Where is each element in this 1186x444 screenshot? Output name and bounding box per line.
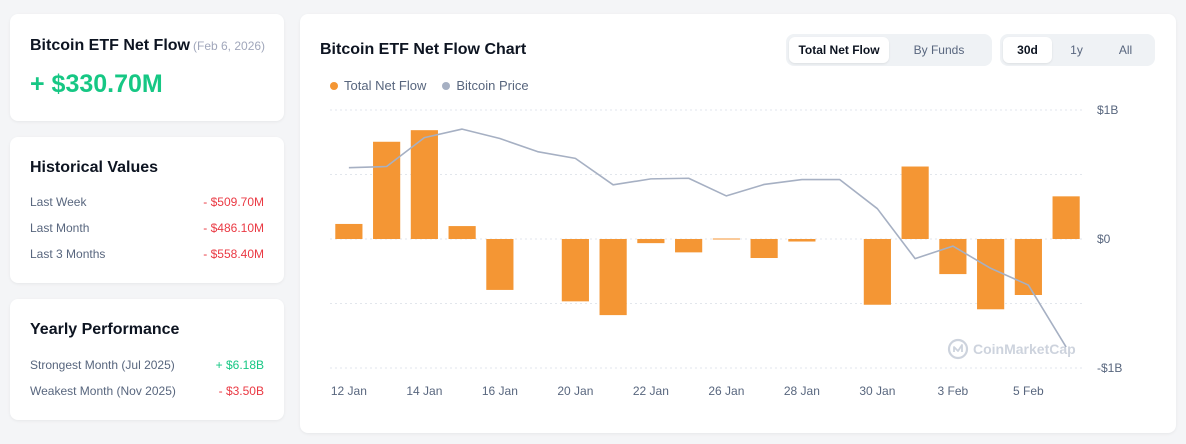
legend-dot-icon xyxy=(442,81,451,90)
x-tick-label: 20 Jan xyxy=(557,384,593,398)
chart-type-toggle: Total Net Flow By Funds xyxy=(786,34,992,66)
net-flow-bar[interactable] xyxy=(712,238,740,240)
tab-by-funds[interactable]: By Funds xyxy=(913,43,965,57)
tab-1y[interactable]: 1y xyxy=(1070,43,1083,57)
historical-values-card: Historical Values Last Week - $509.70M L… xyxy=(10,137,284,283)
historical-row-value: - $486.10M xyxy=(203,221,264,235)
historical-row-label: Last Week xyxy=(30,195,87,209)
chart-gridlines xyxy=(330,109,1085,369)
net-flow-bar[interactable] xyxy=(335,223,363,239)
net-flow-date: (Feb 6, 2026) xyxy=(193,39,266,53)
net-flow-bar[interactable] xyxy=(637,239,665,244)
net-flow-bar[interactable] xyxy=(750,239,778,259)
yearly-row-period: (Nov 2025) xyxy=(116,384,176,398)
net-flow-bar[interactable] xyxy=(901,166,929,239)
yearly-row-value: - $3.50B xyxy=(218,384,264,398)
bitcoin-price-line xyxy=(348,128,1067,348)
net-flow-bar[interactable] xyxy=(561,239,589,302)
net-flow-value: + $330.70M xyxy=(30,70,163,98)
net-flow-bar[interactable] xyxy=(448,226,476,239)
chart-bars xyxy=(335,130,1080,316)
legend-bitcoin-price[interactable]: Bitcoin Price xyxy=(442,78,529,93)
historical-row-value: - $558.40M xyxy=(203,247,264,261)
historical-row-label: Last 3 Months xyxy=(30,247,106,261)
yearly-row: Strongest Month (Jul 2025) + $6.18B xyxy=(30,358,264,372)
yearly-performance-card: Yearly Performance Strongest Month (Jul … xyxy=(10,299,284,420)
x-tick-label: 12 Jan xyxy=(331,384,367,398)
y-tick-label: $0 xyxy=(1097,232,1111,246)
x-axis-labels: 12 Jan 14 Jan 16 Jan 20 Jan 22 Jan 26 Jan 28 J… xyxy=(331,384,1044,398)
tab-all[interactable]: All xyxy=(1118,43,1133,57)
yearly-performance-title: Yearly Performance xyxy=(30,321,180,338)
historical-row-value: - $509.70M xyxy=(203,195,264,209)
net-flow-bar[interactable] xyxy=(1052,196,1080,239)
yearly-row-label: Weakest Month (Nov 2025) xyxy=(30,384,176,398)
y-axis-labels: $1B $0 -$1B xyxy=(1097,103,1122,375)
historical-row-label: Last Month xyxy=(30,221,90,235)
x-tick-label: 5 Feb xyxy=(1013,384,1044,398)
net-flow-chart: $1B $0 -$1B 12 Jan 14 Jan 16 Jan 20 Jan 22 Jan… xyxy=(330,103,1122,398)
tab-total-net-flow[interactable]: Total Net Flow xyxy=(789,37,889,63)
chart-legend: Total Net Flow Bitcoin Price xyxy=(330,78,529,93)
x-tick-label: 28 Jan xyxy=(784,384,820,398)
coinmarketcap-watermark: CoinMarketCap xyxy=(947,338,1076,360)
net-flow-bar[interactable] xyxy=(675,239,703,253)
net-flow-bar[interactable] xyxy=(788,239,816,242)
historical-row: Last Week - $509.70M xyxy=(30,195,264,209)
chart-card: Bitcoin ETF Net Flow Chart Total Net Flo… xyxy=(300,14,1176,433)
x-tick-label: 30 Jan xyxy=(859,384,895,398)
y-tick-label: $1B xyxy=(1097,103,1118,117)
historical-row: Last Month - $486.10M xyxy=(30,221,264,235)
legend-dot-icon xyxy=(330,81,338,90)
legend-label: Total Net Flow xyxy=(344,78,427,93)
net-flow-bar[interactable] xyxy=(977,239,1005,310)
coinmarketcap-logo-icon xyxy=(947,338,969,360)
x-tick-label: 22 Jan xyxy=(633,384,669,398)
legend-total-net-flow[interactable]: Total Net Flow xyxy=(330,78,426,93)
net-flow-bar[interactable] xyxy=(1014,239,1042,295)
legend-label: Bitcoin Price xyxy=(456,78,529,93)
net-flow-bar[interactable] xyxy=(863,239,891,305)
historical-values-title: Historical Values xyxy=(30,159,159,176)
chart-title: Bitcoin ETF Net Flow Chart xyxy=(320,41,527,58)
x-tick-label: 3 Feb xyxy=(938,384,969,398)
x-tick-label: 26 Jan xyxy=(708,384,744,398)
net-flow-bar[interactable] xyxy=(373,141,401,239)
net-flow-title: Bitcoin ETF Net Flow (Feb 6, 2026) xyxy=(30,37,266,54)
net-flow-bar[interactable] xyxy=(410,130,438,239)
historical-row: Last 3 Months - $558.40M xyxy=(30,247,264,261)
yearly-row-value: + $6.18B xyxy=(215,358,264,372)
yearly-row: Weakest Month (Nov 2025) - $3.50B xyxy=(30,384,264,398)
yearly-row-label: Strongest Month (Jul 2025) xyxy=(30,358,175,372)
net-flow-bar[interactable] xyxy=(486,239,514,290)
x-tick-label: 14 Jan xyxy=(406,384,442,398)
yearly-row-period: (Jul 2025) xyxy=(121,358,175,372)
y-tick-label: -$1B xyxy=(1097,361,1122,375)
time-range-toggle: 30d 1y All xyxy=(1000,34,1155,66)
net-flow-card: Bitcoin ETF Net Flow (Feb 6, 2026) + $330… xyxy=(10,14,284,121)
net-flow-bar[interactable] xyxy=(939,239,967,275)
x-tick-label: 16 Jan xyxy=(482,384,518,398)
net-flow-bar[interactable] xyxy=(599,239,627,316)
tab-30d[interactable]: 30d xyxy=(1003,37,1052,63)
watermark-text: CoinMarketCap xyxy=(973,341,1076,357)
